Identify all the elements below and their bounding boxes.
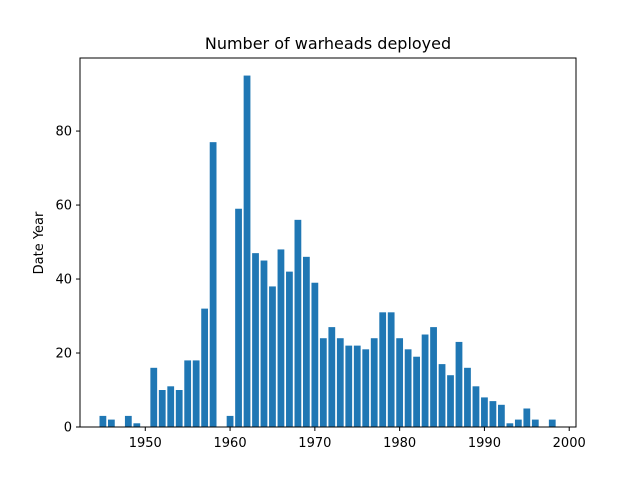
x-tick-label: 1950 (129, 436, 162, 451)
bar-1969 (302, 256, 310, 427)
x-tick-label: 1960 (214, 436, 247, 451)
bar-1951 (150, 367, 158, 427)
bar-1981 (404, 349, 412, 427)
y-tick-label: 80 (55, 125, 72, 140)
y-tick-label: 0 (64, 421, 72, 436)
bar-1982 (413, 356, 420, 427)
bars-layer (99, 75, 556, 427)
bar-1949 (133, 423, 141, 427)
x-axis-ticks: 1950 1960 1970 1980 1990 2000 (129, 427, 586, 451)
y-axis-label: Date Year (32, 211, 47, 274)
bar-1957 (201, 308, 209, 427)
bar-1984 (430, 327, 437, 427)
bar-1955 (184, 360, 192, 427)
bar-1966 (277, 249, 285, 427)
bar-1967 (286, 271, 293, 427)
x-tick-label: 1970 (298, 436, 331, 451)
bar-1961 (235, 208, 242, 427)
x-tick-label: 2000 (553, 436, 586, 451)
y-tick-label: 40 (55, 273, 72, 288)
bar-1985 (438, 364, 446, 427)
bar-1980 (396, 338, 404, 427)
bar-1978 (379, 312, 387, 427)
y-tick-label: 20 (55, 347, 72, 362)
bar-1956 (192, 360, 200, 427)
bar-1996 (531, 419, 539, 427)
bar-1965 (269, 286, 276, 427)
bar-1962 (243, 75, 251, 427)
bar-1975 (353, 345, 361, 427)
bar-1983 (421, 334, 429, 427)
bar-1995 (523, 408, 531, 427)
bar-1989 (472, 386, 480, 427)
bar-1998 (548, 419, 556, 427)
bar-1945 (99, 415, 107, 427)
bar-1976 (362, 349, 370, 427)
bar-1974 (345, 345, 353, 427)
bar-1971 (319, 338, 327, 427)
bar-1988 (464, 367, 471, 427)
bar-1972 (328, 327, 336, 427)
bar-1954 (175, 390, 183, 427)
bar-1992 (498, 404, 505, 427)
y-axis-ticks: 0 20 40 60 80 (55, 125, 80, 436)
bar-1964 (260, 260, 268, 427)
bar-1946 (107, 419, 115, 427)
bar-1958 (209, 142, 217, 427)
bar-1968 (294, 219, 302, 427)
bar-1987 (455, 341, 463, 427)
x-tick-label: 1990 (468, 436, 501, 451)
y-tick-label: 60 (55, 199, 72, 214)
bar-1993 (506, 423, 514, 427)
bar-1990 (481, 397, 488, 427)
bar-1960 (226, 415, 234, 427)
bar-1977 (370, 338, 378, 427)
bar-1953 (167, 386, 175, 427)
bar-1952 (158, 390, 166, 427)
plot-frame (79, 57, 577, 428)
chart-title: Number of warheads deployed (205, 34, 451, 53)
bar-1970 (311, 282, 319, 427)
bar-1991 (489, 401, 497, 427)
bar-1994 (514, 419, 522, 427)
bar-1986 (447, 375, 454, 427)
bar-1963 (252, 253, 259, 427)
bar-1948 (124, 415, 132, 427)
bar-1973 (336, 338, 344, 427)
bar-1979 (387, 312, 395, 427)
x-tick-label: 1980 (383, 436, 416, 451)
